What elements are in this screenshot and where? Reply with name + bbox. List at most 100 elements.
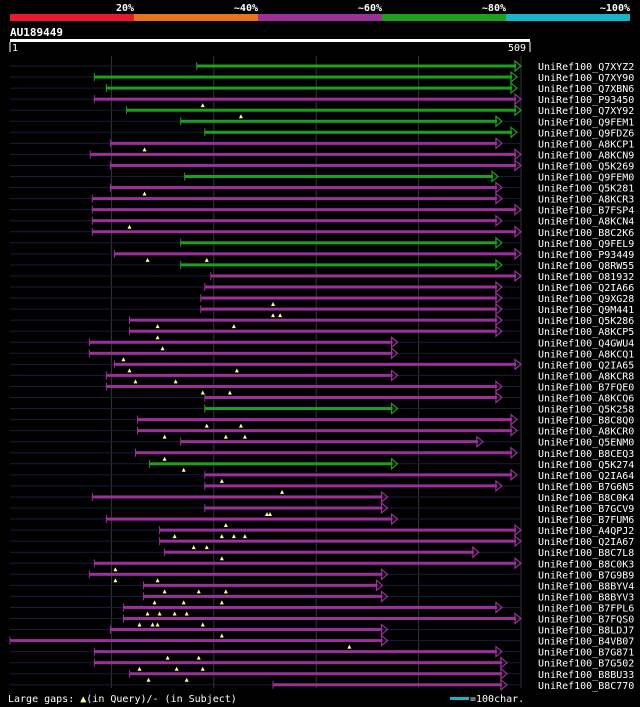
hit-row[interactable]: UniRef100_Q5K286 <box>10 313 634 329</box>
hit-label[interactable]: UniRef100_B8C770 <box>538 681 634 692</box>
hit-label[interactable]: UniRef100_Q2IA67 <box>538 537 634 548</box>
hit-bar[interactable] <box>143 583 378 587</box>
hit-label[interactable]: UniRef100_B8C8Q0 <box>538 416 634 427</box>
hit-label[interactable]: UniRef100_A8KCR0 <box>538 427 634 438</box>
hit-row[interactable]: UniRef100_B7GCV9 <box>10 501 634 516</box>
hit-bar[interactable] <box>114 252 516 256</box>
hit-row[interactable]: UniRef100_B7G871 <box>10 645 634 660</box>
hit-label[interactable]: UniRef100_A8KCP1 <box>538 139 634 150</box>
hit-row[interactable]: UniRef100_A8KCN9 <box>10 148 634 161</box>
hit-bar[interactable] <box>114 362 516 366</box>
hit-row[interactable]: UniRef100_B8C8Q0 <box>10 413 634 428</box>
hit-label[interactable]: UniRef100_B8C2K6 <box>538 228 634 239</box>
hit-label[interactable]: UniRef100_Q9M441 <box>538 305 634 316</box>
hit-bar[interactable] <box>10 639 383 643</box>
hit-label[interactable]: UniRef100_B7FPL6 <box>538 603 634 614</box>
hit-bar[interactable] <box>137 418 512 422</box>
hit-row[interactable]: UniRef100_B8C7L8 <box>10 545 634 561</box>
hit-label[interactable]: UniRef100_A8KCN4 <box>538 217 634 228</box>
hit-bar[interactable] <box>106 86 512 90</box>
hit-row[interactable]: UniRef100_B8C0K4 <box>10 490 634 504</box>
hit-label[interactable]: UniRef100_B8LDJ7 <box>538 626 634 637</box>
hit-label[interactable]: UniRef100_Q7XBN6 <box>538 84 634 95</box>
hit-row[interactable]: UniRef100_B8C2K6 <box>10 225 634 239</box>
hit-label[interactable]: UniRef100_B7G9B9 <box>538 570 634 581</box>
hit-bar[interactable] <box>159 528 516 532</box>
hit-bar[interactable] <box>106 384 497 388</box>
hit-row[interactable]: UniRef100_Q9XG28 <box>10 291 634 307</box>
hit-bar[interactable] <box>204 130 512 134</box>
hit-row[interactable]: UniRef100_Q9FEM1 <box>10 114 634 128</box>
hit-bar[interactable] <box>92 197 497 201</box>
hit-label[interactable]: UniRef100_Q7XY90 <box>538 73 634 84</box>
hit-bar[interactable] <box>210 274 516 278</box>
hit-label[interactable]: UniRef100_B7FQS0 <box>538 615 634 626</box>
hit-label[interactable]: UniRef100_Q9FDZ6 <box>538 128 634 139</box>
hit-label[interactable]: UniRef100_A8KCQ1 <box>538 349 634 360</box>
hit-bar[interactable] <box>196 64 516 68</box>
hit-bar[interactable] <box>94 75 512 79</box>
hit-label[interactable]: UniRef100_Q7XY92 <box>538 106 634 117</box>
hit-label[interactable]: UniRef100_Q7XYZ2 <box>538 62 634 73</box>
hit-label[interactable]: UniRef100_A8KCR3 <box>538 195 634 206</box>
hit-label[interactable]: UniRef100_A8KCN9 <box>538 150 634 161</box>
hit-label[interactable]: UniRef100_P93450 <box>538 95 634 106</box>
hit-label[interactable]: UniRef100_B4VB07 <box>538 637 634 648</box>
hit-row[interactable]: UniRef100_Q2IA64 <box>10 468 634 483</box>
hit-row[interactable]: UniRef100_B8BU33 <box>10 667 634 682</box>
hit-row[interactable]: UniRef100_B7FUM6 <box>10 512 634 528</box>
hit-label[interactable]: UniRef100_O81932 <box>538 272 634 283</box>
hit-label[interactable]: UniRef100_B8BU33 <box>538 670 634 681</box>
hit-row[interactable]: UniRef100_B7FPL6 <box>10 601 634 616</box>
hit-row[interactable]: UniRef100_A8KCR8 <box>10 369 634 384</box>
hit-row[interactable]: UniRef100_A8KCP1 <box>10 137 634 152</box>
hit-bar[interactable] <box>204 506 383 510</box>
hit-bar[interactable] <box>184 175 493 178</box>
hit-label[interactable]: UniRef100_Q5ENM0 <box>538 438 634 449</box>
hit-bar[interactable] <box>89 572 383 576</box>
hit-label[interactable]: UniRef100_A8KCP5 <box>538 327 634 338</box>
hit-row[interactable]: UniRef100_Q9FDZ6 <box>10 126 634 139</box>
hit-label[interactable]: UniRef100_B7FUM6 <box>538 515 634 526</box>
hit-row[interactable]: UniRef100_A8KCP5 <box>10 324 634 340</box>
hit-bar[interactable] <box>94 650 497 654</box>
hit-row[interactable]: UniRef100_B8BYV4 <box>10 579 634 594</box>
hit-row[interactable]: UniRef100_Q5ENM0 <box>10 435 634 449</box>
hit-row[interactable]: UniRef100_Q5K281 <box>10 181 634 196</box>
hit-label[interactable]: UniRef100_Q9FEM0 <box>538 173 634 184</box>
hit-bar[interactable] <box>123 617 516 620</box>
hit-label[interactable]: UniRef100_Q9FEM1 <box>538 117 634 128</box>
hit-bar[interactable] <box>123 605 497 609</box>
hit-bar[interactable] <box>204 473 512 477</box>
hit-bar[interactable] <box>143 594 383 598</box>
hit-bar[interactable] <box>110 163 516 167</box>
hit-bar[interactable] <box>110 141 497 145</box>
hit-label[interactable]: UniRef100_B7G6N5 <box>538 482 634 493</box>
hit-bar[interactable] <box>204 396 497 399</box>
hit-row[interactable]: UniRef100_B8CEQ3 <box>10 446 634 461</box>
hit-bar[interactable] <box>90 152 516 156</box>
hit-label[interactable]: UniRef100_B7G871 <box>538 648 634 659</box>
hit-row[interactable]: UniRef100_P93449 <box>10 247 634 262</box>
hit-row[interactable]: UniRef100_Q8RW55 <box>10 258 634 272</box>
hit-bar[interactable] <box>180 440 478 444</box>
hit-bar[interactable] <box>94 97 516 101</box>
hit-bar[interactable] <box>137 429 512 433</box>
hit-row[interactable]: UniRef100_B4VB07 <box>9 634 634 649</box>
hit-bar[interactable] <box>204 407 393 411</box>
hit-row[interactable]: UniRef100_Q7XY90 <box>10 70 634 84</box>
hit-row[interactable]: UniRef100_Q7XBN6 <box>10 81 634 95</box>
hit-bar[interactable] <box>89 351 393 355</box>
hit-bar[interactable] <box>129 329 497 333</box>
hit-label[interactable]: UniRef100_A4QPJ2 <box>538 526 634 537</box>
hit-row[interactable]: UniRef100_Q5K258 <box>10 402 634 416</box>
hit-label[interactable]: UniRef100_Q5K281 <box>538 184 634 195</box>
hit-row[interactable]: UniRef100_B8BYV3 <box>10 590 634 605</box>
hit-row[interactable]: UniRef100_Q4GWU4 <box>10 335 634 351</box>
hit-row[interactable]: UniRef100_B7G502 <box>10 656 634 671</box>
hit-bar[interactable] <box>89 340 393 344</box>
hit-row[interactable]: UniRef100_Q2IA65 <box>10 358 634 373</box>
hit-row[interactable]: UniRef100_Q5K274 <box>10 457 634 472</box>
hit-label[interactable]: UniRef100_B7FSP4 <box>538 206 634 217</box>
hit-label[interactable]: UniRef100_B7FQE0 <box>538 382 634 393</box>
